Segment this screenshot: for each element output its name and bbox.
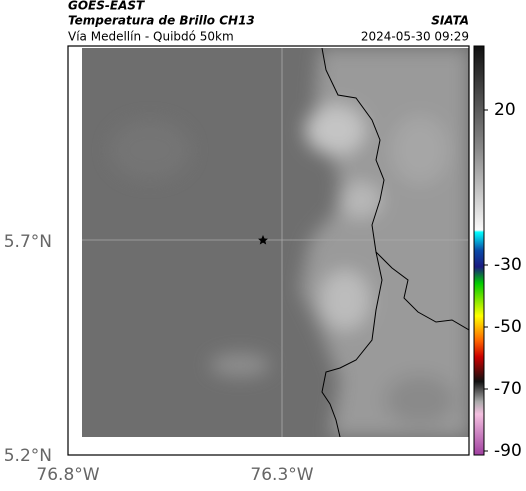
- lat-label: 5.7°N: [4, 232, 52, 252]
- map-subtitle: Vía Medellín - Quibdó 50km: [68, 30, 234, 44]
- lon-label: 76.8°W: [36, 465, 99, 485]
- agency-label: SIATA: [431, 14, 469, 28]
- colorbar-tick-label: -70: [494, 379, 522, 399]
- colorbar-tick-label: 20: [494, 100, 516, 120]
- timestamp: 2024-05-30 09:29: [361, 30, 469, 44]
- lon-label: 76.3°W: [250, 465, 313, 485]
- lat-label: 5.2°N: [4, 446, 52, 466]
- imagery: [82, 48, 469, 437]
- map-frame: [67, 45, 470, 456]
- map-title: Temperatura de Brillo CH13: [68, 14, 255, 28]
- colorbar-tick-label: -30: [494, 255, 522, 275]
- colorbar: [473, 45, 485, 456]
- colorbar-tick-label: -50: [494, 317, 522, 337]
- colorbar-ticks: 20 -30 -50 -70 -90: [484, 100, 522, 461]
- colorbar-tick-label: -90: [494, 441, 522, 461]
- source-label: GOES-EAST: [68, 0, 145, 13]
